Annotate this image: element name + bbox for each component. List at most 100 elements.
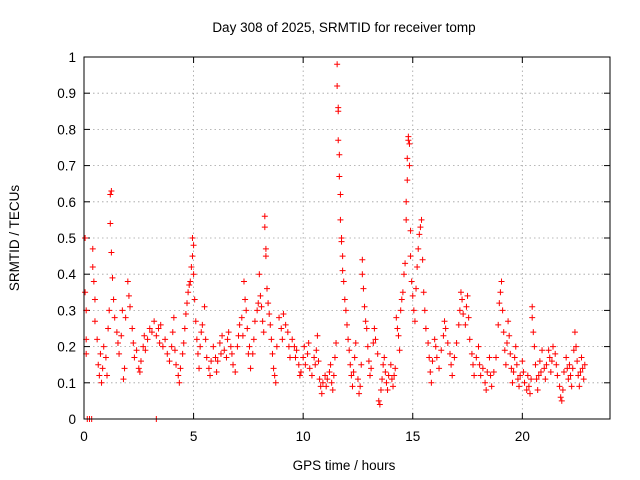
data-point bbox=[508, 365, 515, 372]
data-point bbox=[314, 332, 321, 339]
data-point bbox=[570, 347, 577, 354]
data-point bbox=[453, 339, 460, 346]
y-tick-label: 0.2 bbox=[57, 340, 76, 355]
data-point bbox=[358, 361, 365, 368]
data-point bbox=[287, 354, 294, 361]
data-point bbox=[385, 372, 392, 379]
data-point bbox=[350, 368, 357, 375]
data-point bbox=[533, 376, 540, 383]
data-point bbox=[512, 343, 519, 350]
data-point bbox=[575, 372, 582, 379]
x-tick-label: 0 bbox=[80, 429, 88, 444]
data-point bbox=[370, 339, 377, 346]
data-point bbox=[364, 343, 371, 350]
data-point bbox=[432, 343, 439, 350]
data-point bbox=[247, 365, 254, 372]
data-point bbox=[464, 292, 471, 299]
data-point bbox=[359, 256, 366, 263]
data-point bbox=[182, 311, 189, 318]
data-point bbox=[122, 314, 129, 321]
data-point bbox=[468, 350, 475, 357]
y-tick-label: 0.3 bbox=[57, 303, 76, 318]
data-point bbox=[406, 162, 413, 169]
data-point bbox=[436, 365, 443, 372]
data-point bbox=[190, 242, 197, 249]
data-point bbox=[251, 318, 258, 325]
data-point bbox=[250, 336, 257, 343]
data-point bbox=[239, 332, 246, 339]
data-point bbox=[141, 332, 148, 339]
data-point bbox=[102, 354, 109, 361]
data-point bbox=[347, 361, 354, 368]
data-point bbox=[471, 372, 478, 379]
data-point bbox=[308, 372, 315, 379]
data-point bbox=[359, 271, 366, 278]
data-point bbox=[495, 321, 502, 328]
data-point bbox=[530, 329, 537, 336]
data-point bbox=[184, 300, 191, 307]
data-point bbox=[534, 387, 541, 394]
data-point bbox=[199, 321, 206, 328]
data-point bbox=[545, 347, 552, 354]
data-point bbox=[322, 372, 329, 379]
data-point bbox=[327, 361, 334, 368]
data-point bbox=[188, 263, 195, 270]
data-point bbox=[351, 354, 358, 361]
data-point bbox=[580, 376, 587, 383]
data-point bbox=[444, 339, 451, 346]
data-point bbox=[486, 354, 493, 361]
data-point bbox=[451, 354, 458, 361]
data-point bbox=[541, 365, 548, 372]
data-point bbox=[387, 361, 394, 368]
data-point bbox=[337, 216, 344, 223]
data-point bbox=[319, 379, 326, 386]
data-point bbox=[361, 303, 368, 310]
data-point bbox=[133, 347, 140, 354]
data-point bbox=[264, 285, 271, 292]
data-point bbox=[109, 274, 116, 281]
data-point bbox=[107, 220, 114, 227]
data-point bbox=[422, 325, 429, 332]
data-point bbox=[455, 321, 462, 328]
data-point bbox=[397, 307, 404, 314]
data-point bbox=[552, 350, 559, 357]
data-point bbox=[488, 383, 495, 390]
data-point bbox=[336, 173, 343, 180]
data-point bbox=[223, 354, 230, 361]
data-point bbox=[336, 151, 343, 158]
data-point bbox=[166, 358, 173, 365]
data-point bbox=[82, 235, 89, 241]
chart-title: Day 308 of 2025, SRMTID for receiver tom… bbox=[212, 20, 475, 35]
data-point bbox=[536, 358, 543, 365]
data-point bbox=[563, 354, 570, 361]
data-point bbox=[257, 292, 264, 299]
data-point bbox=[408, 278, 415, 285]
data-point bbox=[356, 390, 363, 397]
data-point bbox=[137, 358, 144, 365]
data-point bbox=[116, 350, 123, 357]
data-point bbox=[339, 267, 346, 274]
data-point bbox=[155, 325, 162, 332]
data-point bbox=[131, 354, 138, 361]
data-point bbox=[483, 387, 490, 394]
data-point bbox=[203, 354, 210, 361]
data-point bbox=[576, 383, 583, 390]
data-point bbox=[470, 361, 477, 368]
data-point bbox=[189, 235, 196, 241]
data-point bbox=[509, 379, 516, 386]
data-point bbox=[108, 249, 115, 256]
data-point bbox=[352, 339, 359, 346]
data-point bbox=[108, 187, 115, 194]
data-point bbox=[532, 361, 539, 368]
data-point bbox=[318, 390, 325, 397]
data-point bbox=[511, 354, 518, 361]
data-point bbox=[447, 350, 454, 357]
data-point bbox=[190, 271, 197, 278]
data-point bbox=[414, 263, 421, 270]
data-point bbox=[574, 358, 581, 365]
data-point bbox=[146, 325, 153, 332]
data-point bbox=[418, 216, 425, 223]
data-point bbox=[463, 303, 470, 310]
data-point bbox=[291, 343, 298, 350]
data-point bbox=[106, 307, 113, 314]
